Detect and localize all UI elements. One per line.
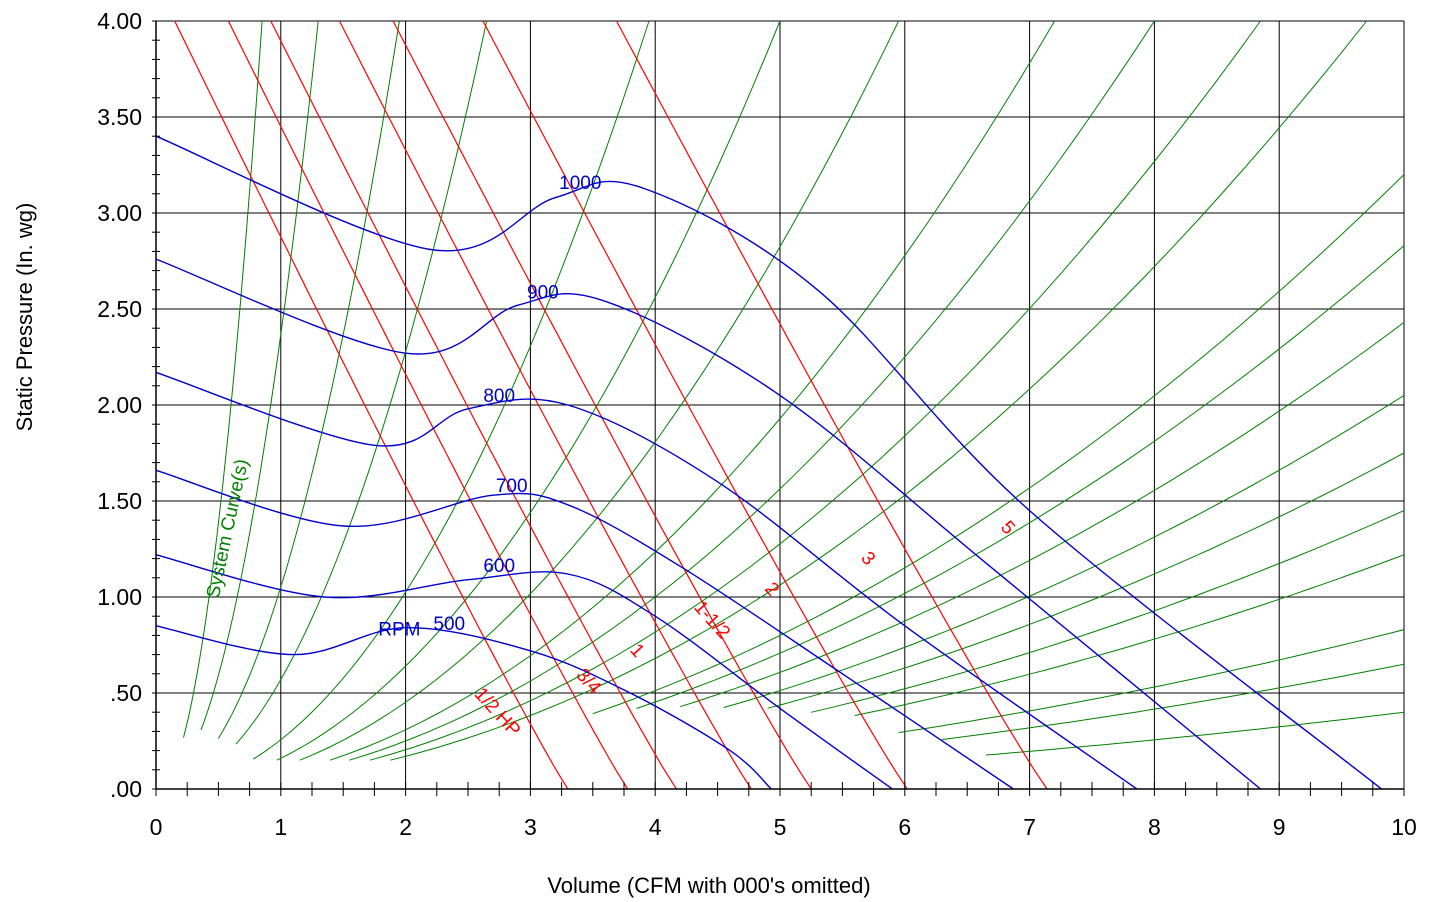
x-tick-label: 6 [898, 814, 911, 840]
y-tick-label: 1.00 [97, 584, 142, 610]
system-curve [723, 394, 1405, 708]
system-curve [636, 245, 1405, 709]
rpm-curve [155, 135, 1382, 790]
rpm-curve [155, 371, 1138, 790]
system-curve [390, 20, 1367, 761]
y-axis-title: Static Pressure (In. wg) [12, 203, 37, 432]
system-curve [592, 174, 1405, 715]
x-tick-label: 7 [1023, 814, 1036, 840]
hp-curve-label: 1/2 HP [470, 684, 524, 741]
x-tick-label: 9 [1273, 814, 1286, 840]
y-tick-label: 4.00 [97, 8, 142, 34]
system-curve [349, 20, 1155, 761]
system-curve [767, 452, 1405, 709]
y-tick-label: 3.00 [97, 200, 142, 226]
rpm-curves [155, 135, 1382, 790]
rpm-unit-label: RPM [378, 619, 420, 640]
x-tick-label: 1 [274, 814, 287, 840]
system-curve [811, 510, 1405, 713]
y-tick-label: 2.00 [97, 392, 142, 418]
hp-curve-label: 3/4 [572, 665, 606, 699]
system-curve [854, 554, 1405, 716]
x-tick-label: 4 [649, 814, 662, 840]
rpm-curve-label: 500 [433, 614, 465, 635]
x-tick-label: 10 [1391, 814, 1417, 840]
system-curve [217, 20, 400, 739]
system-curve [898, 629, 1405, 734]
rpm-curve [155, 258, 1261, 790]
rpm-curve-label: 900 [527, 282, 559, 303]
y-tick-label: 3.50 [97, 104, 142, 130]
system-curve [942, 663, 1405, 740]
system-curve-label: System Curve(s) [203, 457, 253, 600]
system-curve [200, 20, 319, 731]
x-tick-label: 0 [150, 814, 163, 840]
system-curve [253, 20, 650, 760]
hp-curve [227, 20, 629, 790]
hp-curve [174, 20, 569, 790]
rpm-curve-label: 1000 [559, 173, 601, 194]
axes: 0 1 2 3 4 5 6 7 8 9 10 .00 .50 1.00 1.50 2.00 2.50 3.00 3.… [97, 8, 1417, 840]
x-tick-label: 5 [774, 814, 787, 840]
x-tick-label: 3 [524, 814, 537, 840]
x-tick-label: 8 [1148, 814, 1161, 840]
rpm-curve-label: 600 [483, 556, 515, 577]
system-curve [680, 321, 1405, 708]
rpm-curve [155, 554, 893, 790]
hp-curve [270, 20, 677, 790]
rpm-curve [155, 469, 1014, 790]
y-tick-label: .50 [110, 680, 142, 706]
system-curve [276, 20, 781, 761]
system-curve [299, 20, 900, 761]
system-curve [235, 20, 488, 745]
curve-labels: 1/2 HP3/411-1/22355006007008009001000RPM… [203, 173, 1019, 741]
rpm-curve-label: 800 [483, 386, 515, 407]
system-curve [369, 20, 1261, 761]
rpm-curve-label: 700 [496, 476, 528, 497]
rpm-curve [155, 625, 772, 790]
system-curves [183, 20, 1405, 761]
x-axis-title: Volume (CFM with 000's omitted) [547, 873, 870, 898]
hp-curve-label: 3 [856, 548, 879, 570]
y-tick-label: 2.50 [97, 296, 142, 322]
system-curve [329, 20, 1056, 761]
y-tick-label: 1.50 [97, 488, 142, 514]
x-tick-label: 2 [399, 814, 412, 840]
hp-curve [482, 20, 908, 790]
system-curve [985, 711, 1405, 756]
y-tick-label: .00 [110, 776, 142, 802]
hp-curve-label: 1 [625, 640, 648, 662]
system-curve [183, 20, 263, 738]
hp-curve [615, 20, 1048, 790]
hp-curve [338, 20, 752, 790]
